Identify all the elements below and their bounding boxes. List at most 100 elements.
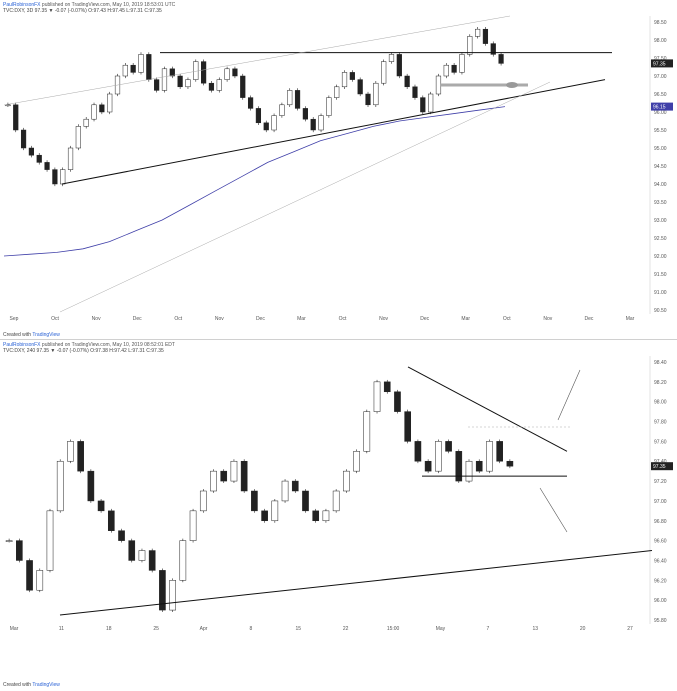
rising-trendline bbox=[61, 79, 606, 185]
y-tick-label: 98.40 bbox=[654, 360, 667, 366]
x-tick-label: Mar bbox=[10, 626, 19, 632]
candle-body bbox=[445, 441, 452, 452]
candle-body bbox=[302, 108, 308, 120]
candle-body bbox=[208, 82, 215, 91]
candle-body bbox=[67, 441, 74, 462]
candle-body bbox=[26, 560, 33, 591]
candle-body bbox=[28, 147, 34, 156]
candle-body bbox=[251, 490, 258, 512]
bottom-author-link[interactable]: PaulRobinsonFX bbox=[3, 342, 41, 348]
y-tick-label: 92.00 bbox=[654, 254, 667, 260]
candle-body bbox=[459, 54, 465, 73]
candle-body bbox=[224, 68, 230, 80]
candle-body bbox=[302, 490, 309, 512]
candle-body bbox=[326, 97, 332, 116]
top-author-link[interactable]: PaulRobinsonFX bbox=[3, 2, 41, 8]
candle-body bbox=[294, 90, 301, 109]
y-tick-label: 94.50 bbox=[654, 164, 667, 170]
candle-body bbox=[263, 122, 269, 131]
x-tick-label: Oct bbox=[51, 316, 59, 322]
candle-body bbox=[36, 154, 42, 163]
bottom-chart-panel: PaulRobinsonFX published on TradingView.… bbox=[0, 340, 677, 691]
candle-body bbox=[404, 411, 412, 442]
candle-body bbox=[230, 460, 238, 482]
candle-body bbox=[128, 540, 136, 561]
y-tick-label: 95.80 bbox=[654, 618, 667, 624]
candle-body bbox=[210, 470, 217, 492]
candle-body bbox=[13, 104, 19, 131]
candle-body bbox=[83, 118, 89, 127]
x-tick-label: 20 bbox=[580, 626, 586, 632]
candle-body bbox=[287, 90, 293, 106]
candle-body bbox=[394, 391, 401, 412]
candle-body bbox=[396, 54, 402, 77]
candle-body bbox=[451, 64, 457, 73]
descending-trendline bbox=[407, 366, 568, 452]
top-symbol-line: TVC:DXY, 3D 97.35 ▼ -0.07 (-0.07%) O:97.… bbox=[3, 8, 162, 14]
top-footer-brand[interactable]: TradingView bbox=[32, 332, 60, 338]
rising-trendline bbox=[59, 550, 653, 616]
candle-body bbox=[381, 61, 387, 84]
candle-body bbox=[349, 72, 355, 80]
bottom-footer-brand[interactable]: TradingView bbox=[32, 682, 60, 688]
y-tick-label: 94.00 bbox=[654, 182, 667, 188]
candle-body bbox=[36, 570, 44, 591]
candle-body bbox=[475, 28, 481, 37]
y-tick-label: 91.00 bbox=[654, 290, 667, 296]
top-published-text: published on TradingView.com, May 10, 20… bbox=[41, 2, 176, 8]
bottom-chart-svg[interactable]: 98.4098.2098.0097.8097.6097.4097.2097.00… bbox=[0, 340, 677, 691]
moving-average-line bbox=[3, 106, 506, 257]
candle-body bbox=[5, 104, 11, 107]
candle-body bbox=[154, 79, 160, 91]
candle-body bbox=[44, 162, 50, 170]
candle-body bbox=[67, 147, 74, 170]
x-tick-label: Nov bbox=[92, 316, 101, 322]
candle-body bbox=[318, 115, 324, 131]
candle-body bbox=[46, 510, 54, 571]
y-tick-label: 97.80 bbox=[654, 420, 667, 426]
candle-body bbox=[97, 500, 105, 512]
candle-body bbox=[373, 381, 381, 412]
candle-body bbox=[91, 104, 97, 120]
x-tick-label: May bbox=[436, 626, 446, 632]
candle-body bbox=[159, 570, 166, 611]
candle-body bbox=[414, 441, 422, 462]
x-tick-label: 22 bbox=[343, 626, 349, 632]
y-tick-label: 96.60 bbox=[654, 539, 667, 545]
last-price-tag bbox=[651, 59, 673, 68]
candle-body bbox=[130, 64, 136, 73]
y-tick-label: 97.00 bbox=[654, 74, 667, 80]
candle-body bbox=[404, 75, 410, 88]
candle-body bbox=[279, 104, 285, 116]
candle-body bbox=[99, 104, 105, 113]
top-chart-svg[interactable]: 98.50 98.00 97.50 97.00 96.50 96.00 95.50 95.00… bbox=[0, 0, 677, 340]
y-tick-label: 96.80 bbox=[654, 519, 667, 525]
candle-body bbox=[428, 93, 434, 113]
x-tick-label: 7 bbox=[486, 626, 489, 632]
candle-body bbox=[424, 460, 432, 472]
candle-body bbox=[247, 97, 254, 109]
candle-body bbox=[138, 550, 146, 561]
top-footer: Created with TradingView bbox=[3, 332, 60, 338]
candle-body bbox=[56, 460, 64, 512]
candle-body bbox=[199, 490, 207, 512]
top-chart-header: PaulRobinsonFX published on TradingView.… bbox=[3, 2, 175, 8]
bottom-footer: Created with TradingView bbox=[3, 682, 60, 688]
candle-body bbox=[496, 441, 503, 462]
candle-body bbox=[357, 79, 363, 95]
candle-body bbox=[475, 460, 483, 472]
candle-body bbox=[146, 54, 152, 80]
channel-lower-line bbox=[59, 81, 551, 313]
candle-body bbox=[343, 470, 350, 492]
candle-body bbox=[455, 451, 463, 482]
x-tick-label: Dec bbox=[420, 316, 429, 322]
top-chart-panel: PaulRobinsonFX published on TradingView.… bbox=[0, 0, 677, 340]
x-tick-label: Mar bbox=[461, 316, 470, 322]
top-footer-created: Created with bbox=[3, 332, 32, 338]
y-tick-label: 90.50 bbox=[654, 308, 667, 314]
candle-body bbox=[420, 97, 426, 113]
y-tick-label: 93.00 bbox=[654, 218, 667, 224]
candle-body bbox=[412, 86, 418, 98]
y-tick-label: 96.40 bbox=[654, 558, 667, 564]
candle-body bbox=[148, 550, 156, 571]
